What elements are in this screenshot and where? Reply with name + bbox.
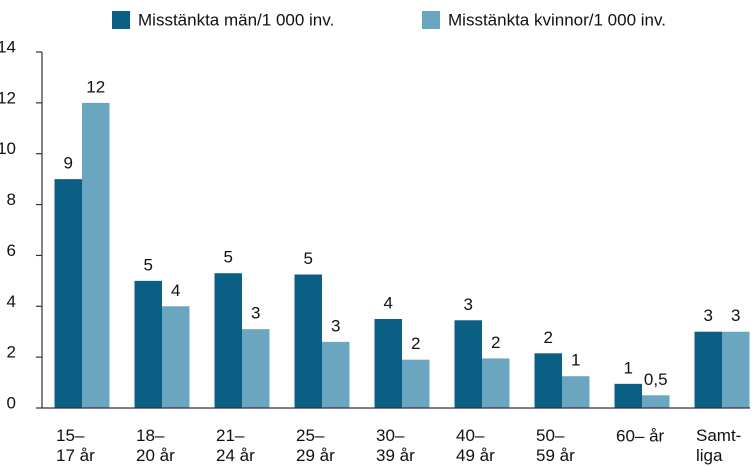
y-tick-label: 10 (0, 139, 16, 158)
bar (482, 358, 510, 408)
bar (242, 329, 270, 408)
x-tick-label: 18– 20 år (136, 426, 175, 465)
bar (694, 331, 722, 408)
value-label: 3 (731, 306, 740, 325)
legend-label: Misstänkta kvinnor/1 000 inv. (448, 10, 666, 29)
x-tick-label: 21– 24 år (216, 426, 255, 465)
legend-label: Misstänkta män/1 000 inv. (138, 10, 334, 29)
value-label: 5 (304, 249, 313, 268)
bar (722, 331, 750, 408)
bar (454, 320, 482, 408)
value-label: 5 (144, 255, 153, 274)
value-label: 3 (251, 304, 260, 323)
y-tick-label: 6 (7, 241, 16, 260)
value-label: 2 (491, 333, 500, 352)
y-tick-label: 0 (7, 393, 16, 412)
value-label: 3 (704, 306, 713, 325)
bar (562, 376, 590, 408)
y-tick-label: 8 (7, 190, 16, 209)
bar (614, 383, 642, 408)
y-tick-label: 2 (7, 343, 16, 362)
value-label: 5 (224, 248, 233, 267)
x-tick-label: 40– 49 år (456, 426, 495, 465)
bar (642, 395, 670, 408)
bar (82, 102, 110, 408)
value-label: 4 (384, 293, 393, 312)
value-label: 2 (544, 328, 553, 347)
value-label: 4 (171, 281, 180, 300)
bar (534, 353, 562, 408)
value-label: 1 (571, 351, 580, 370)
value-label: 3 (464, 295, 473, 314)
y-tick-label: 12 (0, 88, 16, 107)
legend-swatch (422, 11, 440, 29)
bar (54, 179, 82, 408)
x-tick-label: Samt-liga (696, 426, 741, 465)
bar (134, 280, 162, 408)
bar (402, 359, 430, 408)
y-tick-label: 14 (0, 37, 16, 56)
bar (162, 306, 190, 408)
bar (322, 341, 350, 408)
value-label: 3 (331, 316, 340, 335)
bar (214, 273, 242, 408)
value-label: 2 (411, 334, 420, 353)
x-tick-label: 50– 59 år (536, 426, 575, 465)
bar (374, 319, 402, 408)
value-label: 0,5 (644, 370, 668, 389)
value-label: 12 (86, 77, 105, 96)
x-tick-label: 25– 29 år (296, 426, 335, 465)
y-tick-label: 4 (7, 292, 16, 311)
x-tick-label: 15– 17 år (56, 426, 95, 465)
value-label: 1 (624, 358, 633, 377)
x-tick-label: 60– år (616, 426, 665, 445)
bar (294, 274, 322, 408)
x-tick-label: 30– 39 år (376, 426, 415, 465)
value-label: 9 (64, 154, 73, 173)
legend-swatch (112, 11, 130, 29)
